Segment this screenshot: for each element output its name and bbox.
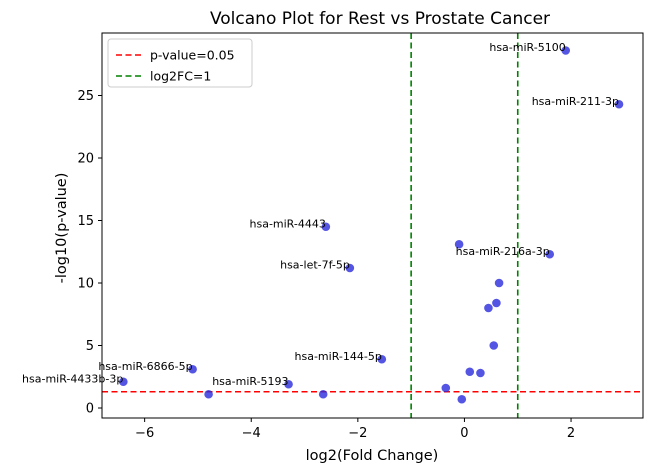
- legend: p-value=0.05 log2FC=1: [107, 38, 253, 88]
- point-label: hsa-miR-216a-3p: [456, 245, 550, 258]
- chart-title: Volcano Plot for Rest vs Prostate Cancer: [210, 9, 550, 29]
- x-axis: −6 −4 −2 0 2: [135, 418, 575, 441]
- x-tick-label: −6: [135, 426, 154, 441]
- y-tick-label: 20: [77, 152, 94, 167]
- data-point: [561, 46, 571, 55]
- data-point: [441, 383, 451, 393]
- data-point: [284, 379, 293, 389]
- data-point: [492, 298, 501, 308]
- data-point: [377, 354, 387, 364]
- plot-frame: [101, 32, 644, 419]
- y-tick-label: 25: [77, 89, 94, 104]
- x-axis-title: log2(Fold Change): [306, 448, 439, 464]
- data-point: [545, 249, 555, 259]
- point-label: hsa-miR-4443: [250, 217, 326, 230]
- data-point: [321, 222, 331, 232]
- data-point: [457, 394, 467, 404]
- point-label: hsa-miR-6866-5p: [98, 360, 192, 373]
- data-point: [494, 278, 504, 288]
- data-point: [345, 263, 355, 273]
- point-label: hsa-miR-5193: [212, 375, 288, 388]
- data-point: [465, 367, 475, 377]
- plot-area: hsa-miR-5100 hsa-miR-211-3p hsa-miR-4443 hs…: [22, 33, 643, 418]
- legend-label: log2FC=1: [150, 69, 211, 84]
- x-tick-label: −4: [242, 426, 261, 441]
- data-point: [614, 99, 624, 109]
- data-point: [204, 389, 213, 399]
- x-tick-label: 2: [567, 426, 575, 441]
- point-label: hsa-miR-4433b-3p: [22, 372, 123, 385]
- legend-box: [107, 38, 253, 88]
- data-point: [318, 389, 328, 399]
- data-point: [119, 377, 128, 387]
- y-tick-label: 15: [77, 214, 94, 229]
- point-label: hsa-miR-5100: [489, 41, 565, 54]
- data-point: [489, 341, 499, 350]
- y-tick-label: 5: [86, 339, 94, 354]
- data-point: [454, 239, 464, 249]
- data-point: [476, 368, 485, 378]
- legend-label: p-value=0.05: [150, 48, 235, 63]
- point-label: hsa-let-7f-5p: [280, 259, 350, 272]
- data-point: [188, 364, 197, 374]
- y-tick-label: 0: [86, 402, 94, 417]
- point-label: hsa-miR-211-3p: [532, 95, 619, 108]
- point-label: hsa-miR-144-5p: [295, 350, 382, 363]
- y-axis-title: -log10(p-value): [54, 173, 70, 284]
- x-tick-label: 0: [460, 426, 468, 441]
- y-tick-label: 10: [77, 277, 94, 292]
- y-axis: 0 5 10 15 20 25: [77, 89, 102, 417]
- x-tick-label: −2: [348, 426, 367, 441]
- data-point: [484, 303, 493, 313]
